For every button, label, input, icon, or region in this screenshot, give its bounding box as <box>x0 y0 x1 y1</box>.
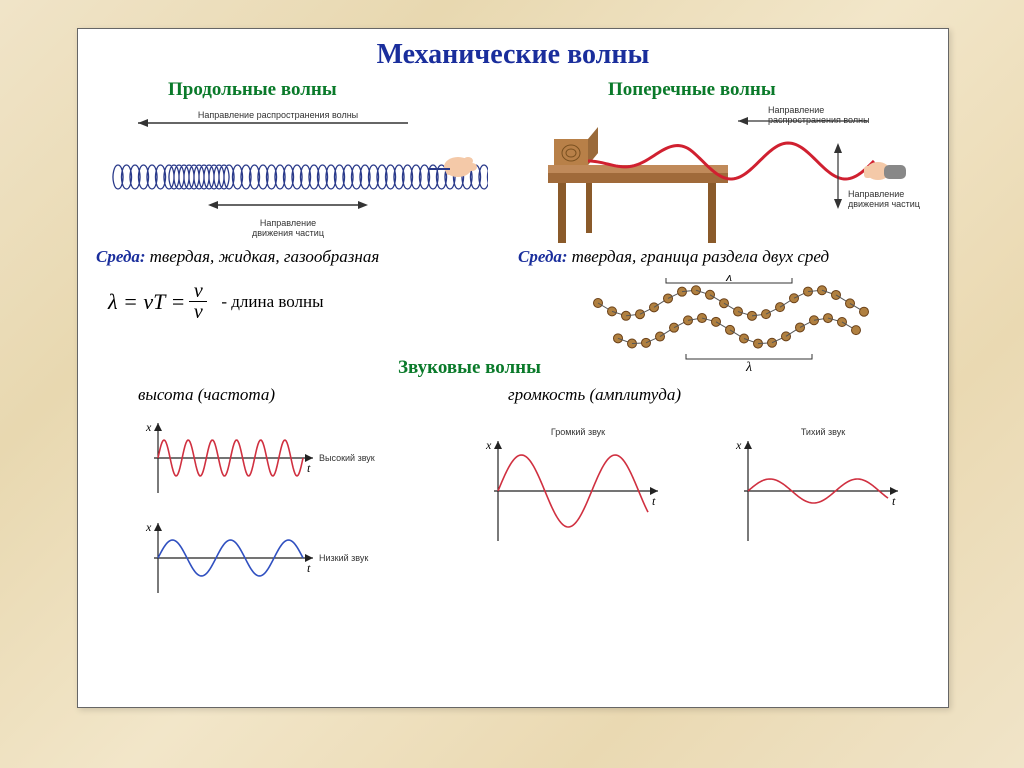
transverse-heading: Поперечные волны <box>608 79 776 101</box>
long-particle-arrow: Направление движения частиц <box>208 197 368 238</box>
wavelength-formula: λ = vT = v ν - длина волны <box>108 281 324 322</box>
formula-desc: - длина волны <box>221 292 323 312</box>
trans-particle-dir-label: Направление движения частиц <box>848 189 920 209</box>
long-medium-label: Среда: <box>96 247 146 266</box>
loudness-label: громкость (амплитуда) <box>508 385 681 405</box>
svg-text:Тихий звук: Тихий звук <box>801 427 845 437</box>
svg-text:t: t <box>307 561 311 575</box>
trans-medium: Среда: твердая, граница раздела двух сре… <box>518 247 829 267</box>
sound-heading: Звуковые волны <box>398 357 541 379</box>
svg-text:x: x <box>145 520 152 534</box>
svg-text:t: t <box>307 461 311 475</box>
frequency-charts: x t Высокий звук x t Низкий звук <box>128 413 388 613</box>
longitudinal-heading: Продольные волны <box>168 79 337 101</box>
trans-medium-label: Среда: <box>518 247 568 266</box>
svg-text:x: x <box>145 420 152 434</box>
formula-frac-top: v <box>194 281 203 301</box>
spring-diagram <box>108 137 488 192</box>
svg-text:Низкий звук: Низкий звук <box>319 553 368 563</box>
svg-text:t: t <box>892 494 896 508</box>
long-particle-dir-label: Направление движения частиц <box>208 218 368 238</box>
trans-medium-text: твердая, граница раздела двух сред <box>572 247 830 266</box>
svg-text:x: x <box>735 438 742 452</box>
trans-wave-dir-label: Направление распространения волны <box>768 105 870 125</box>
long-wave-arrow: Направление распространения волны <box>138 109 418 120</box>
formula-frac-bot: ν <box>194 302 203 322</box>
svg-text:λ: λ <box>725 275 732 285</box>
long-medium-text: твердая, жидкая, газообразная <box>150 247 380 266</box>
pitch-label: высота (частота) <box>138 385 275 405</box>
svg-text:x: x <box>485 438 492 452</box>
svg-text:λ: λ <box>745 360 752 375</box>
svg-text:t: t <box>652 494 656 508</box>
long-medium: Среда: твердая, жидкая, газообразная <box>96 247 379 267</box>
lambda-bead-diagram: λλ <box>578 275 918 375</box>
info-card: Механические волны Продольные волны Напр… <box>77 28 949 708</box>
table-diagram <box>538 103 938 253</box>
svg-text:Громкий звук: Громкий звук <box>551 427 605 437</box>
amplitude-charts: x t Громкий звук x t Тихий звук <box>468 421 928 581</box>
formula-lhs: λ = vT = <box>108 289 185 315</box>
svg-text:Высокий звук: Высокий звук <box>319 453 375 463</box>
main-title: Механические волны <box>78 39 948 71</box>
